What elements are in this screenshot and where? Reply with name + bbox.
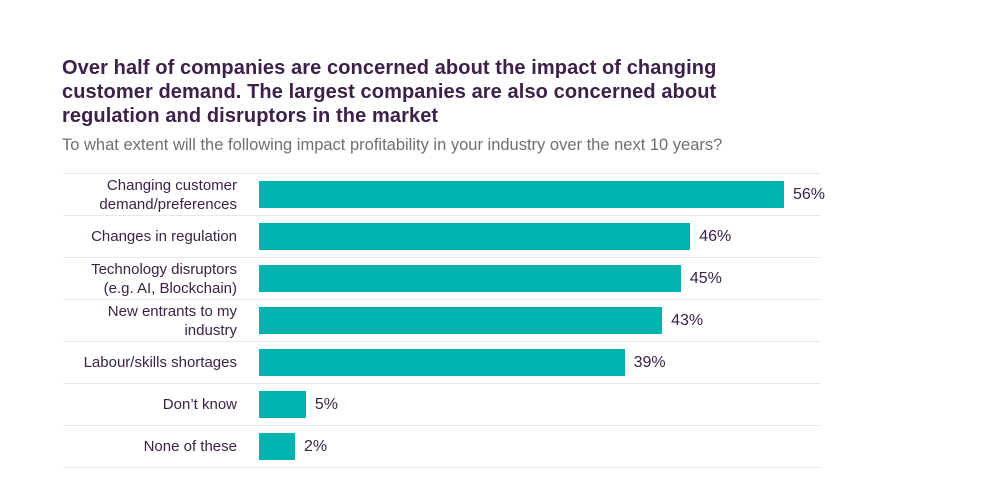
bar-track: 39% (259, 342, 821, 383)
chart-row: Don’t know 5% (63, 383, 821, 425)
bar-track: 56% (259, 174, 825, 215)
bar (259, 349, 625, 376)
chart-row: Changes in regulation 46% (63, 215, 821, 257)
bar (259, 265, 681, 292)
bar-track: 46% (259, 216, 821, 257)
chart-row: None of these 2% (63, 425, 821, 467)
chart-title-line: customer demand. The largest companies a… (62, 81, 717, 103)
category-label: Changes in regulation (91, 228, 237, 245)
bar (259, 391, 306, 418)
bar-track: 45% (259, 258, 821, 299)
value-label: 39% (633, 353, 666, 371)
bar-track: 2% (259, 426, 821, 467)
category-label: New entrants to my industry (107, 302, 237, 339)
value-label: 2% (304, 437, 328, 455)
value-label: 43% (671, 311, 704, 329)
category-label: Changing customer demand/preferences (99, 176, 237, 213)
chart-row: New entrants to my industry 43% (63, 299, 821, 341)
chart-title-line: Over half of companies are concerned abo… (62, 57, 717, 79)
value-label: 5% (314, 395, 338, 413)
bar (259, 433, 295, 460)
category-label: Technology disruptors (e.g. AI, Blockcha… (91, 260, 237, 297)
chart-row: Changing customer demand/preferences 56% (63, 173, 825, 215)
chart-subtitle: To what extent will the following impact… (62, 136, 723, 154)
chart-row: Technology disruptors (e.g. AI, Blockcha… (63, 257, 821, 299)
value-label: 56% (793, 185, 826, 203)
category-label: None of these (143, 438, 237, 455)
category-label: Don’t know (162, 396, 237, 413)
chart-row: Labour/skills shortages 39% (63, 341, 821, 383)
chart-title-line: regulation and disruptors in the market (62, 105, 439, 127)
bar (259, 307, 663, 334)
bar-chart: Changing customer demand/preferences 56%… (63, 173, 825, 468)
bar-track: 5% (259, 384, 821, 425)
chart-title: Over half of companies are concerned abo… (62, 56, 822, 128)
bar-track: 43% (259, 300, 821, 341)
value-label: 46% (699, 227, 732, 245)
category-label: Labour/skills shortages (83, 354, 237, 371)
bar (259, 223, 691, 250)
value-label: 45% (689, 269, 722, 287)
bar (259, 181, 784, 208)
